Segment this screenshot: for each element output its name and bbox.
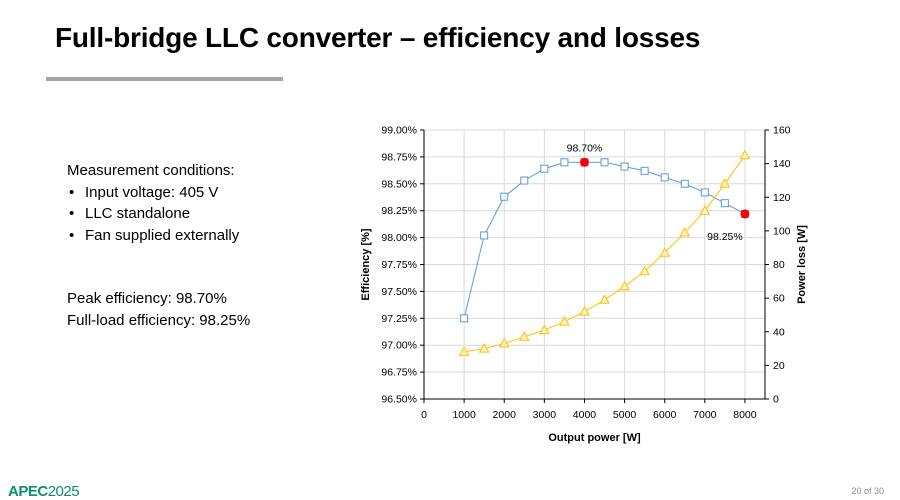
loss-point: [639, 265, 651, 276]
loss-point: [579, 306, 590, 316]
page-number: 20 of 30: [851, 486, 884, 496]
loss-point: [518, 331, 530, 341]
y-axis-title: Efficiency [%]: [360, 228, 372, 300]
loss-point: [719, 178, 731, 188]
y2-tick-label: 20: [773, 360, 785, 372]
y-tick-label: 97.50%: [381, 286, 417, 298]
condition-fan-supply: Fan supplied externally: [67, 225, 239, 247]
loss-point: [559, 316, 570, 326]
highlight-point: [579, 157, 589, 167]
x-tick-label: 7000: [693, 409, 717, 421]
efficiency-point: [480, 231, 489, 240]
highlight-point: [740, 209, 750, 219]
measurement-conditions: Measurement conditions: Input voltage: 4…: [67, 160, 239, 246]
y-tick-label: 98.25%: [381, 205, 417, 217]
efficiency-point: [680, 179, 689, 188]
loss-point: [478, 343, 490, 353]
conditions-list: Input voltage: 405 V LLC standalone Fan …: [67, 182, 239, 247]
y-tick-label: 97.75%: [381, 259, 417, 271]
condition-llc-standalone: LLC standalone: [67, 203, 239, 225]
efficiency-point: [620, 162, 629, 171]
y-tick-label: 96.75%: [381, 367, 417, 379]
y2-tick-label: 120: [773, 192, 791, 204]
loss-point: [679, 227, 691, 237]
efficiency-point: [520, 176, 529, 185]
efficiency-point: [460, 314, 469, 323]
y2-tick-label: 160: [773, 125, 791, 137]
efficiency-point: [540, 164, 549, 173]
condition-input-voltage: Input voltage: 405 V: [67, 182, 239, 204]
x-tick-label: 2000: [493, 409, 517, 421]
y-tick-label: 96.50%: [381, 394, 417, 406]
logo-text: APEC: [8, 483, 48, 500]
efficiency-point: [640, 166, 649, 175]
x-tick-label: 1000: [452, 409, 476, 421]
x-tick-label: 3000: [533, 409, 557, 421]
efficiency-point: [700, 188, 709, 197]
highlight-label: 98.25%: [707, 231, 743, 243]
y-tick-label: 97.00%: [381, 340, 417, 352]
loss-point: [659, 247, 671, 257]
y-tick-label: 99.00%: [381, 125, 417, 137]
loss-point: [458, 346, 470, 356]
slide-title: Full-bridge LLC converter – efficiency a…: [55, 22, 701, 53]
x-tick-label: 6000: [653, 409, 677, 421]
peak-efficiency-text: Peak efficiency: 98.70%: [67, 290, 227, 307]
loss-point: [538, 324, 550, 335]
efficiency-loss-chart: 96.50% 96.75% 97.00% 97.25% 97.50% 97.75% 98.0…: [360, 125, 808, 445]
y-tick-label: 98.75%: [381, 151, 417, 163]
x-axis-title: Output power [W]: [548, 432, 641, 444]
loss-point: [699, 205, 711, 215]
y2-tick-label: 140: [773, 158, 791, 170]
title-underline: [46, 77, 283, 81]
logo-year: 2025: [47, 483, 80, 500]
y2-tick-label: 100: [773, 225, 791, 237]
efficiency-point: [560, 158, 569, 167]
x-tick-label: 5000: [613, 409, 637, 421]
apec-logo: APEC2025: [8, 483, 80, 500]
y-tick-label: 98.00%: [381, 232, 417, 244]
conditions-heading: Measurement conditions:: [67, 162, 235, 179]
y2-axis-title: Power loss [W]: [796, 225, 808, 304]
y2-tick-label: 60: [773, 293, 785, 305]
full-load-efficiency-text: Full-load efficiency: 98.25%: [67, 311, 251, 329]
efficiency-point: [660, 173, 669, 182]
efficiency-point: [500, 192, 509, 201]
x-tick-label: 0: [421, 409, 427, 421]
x-tick-label: 4000: [573, 409, 597, 421]
loss-point: [599, 294, 610, 304]
loss-line: [464, 154, 746, 353]
highlight-label: 98.70%: [567, 142, 603, 154]
y2-tick-label: 40: [773, 326, 785, 338]
efficiency-point: [600, 158, 609, 167]
y-tick-label: 97.25%: [381, 313, 417, 325]
y-tick-label: 98.50%: [381, 178, 417, 190]
efficiency-summary: Peak efficiency: 98.70% Full-load effici…: [67, 288, 250, 331]
x-tick-label: 8000: [733, 409, 757, 421]
efficiency-point: [720, 199, 729, 208]
loss-point: [498, 337, 510, 348]
y2-tick-label: 80: [773, 259, 785, 271]
loss-point: [739, 149, 751, 160]
loss-point: [619, 280, 630, 291]
y2-tick-label: 0: [773, 394, 779, 406]
